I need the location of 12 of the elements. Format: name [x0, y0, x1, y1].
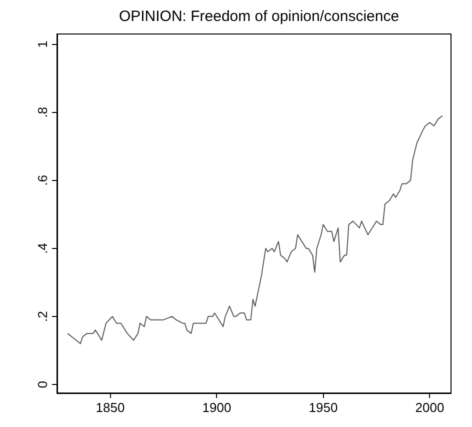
y-tick-label: 1 [35, 40, 50, 48]
y-tick-label: .6 [35, 174, 50, 186]
x-tick-label: 1900 [202, 400, 232, 415]
x-tick-label: 1850 [96, 400, 125, 415]
y-tick-label: .8 [35, 106, 50, 118]
y-tick-label: .4 [35, 242, 50, 254]
x-tick-label: 2000 [415, 400, 444, 415]
chart-title: OPINION: Freedom of opinion/conscience [118, 8, 400, 25]
y-tick-label: 0 [35, 380, 50, 388]
x-tick-label: 1950 [308, 400, 338, 415]
y-tick-label: .2 [35, 311, 50, 322]
line-series [67, 115, 443, 344]
